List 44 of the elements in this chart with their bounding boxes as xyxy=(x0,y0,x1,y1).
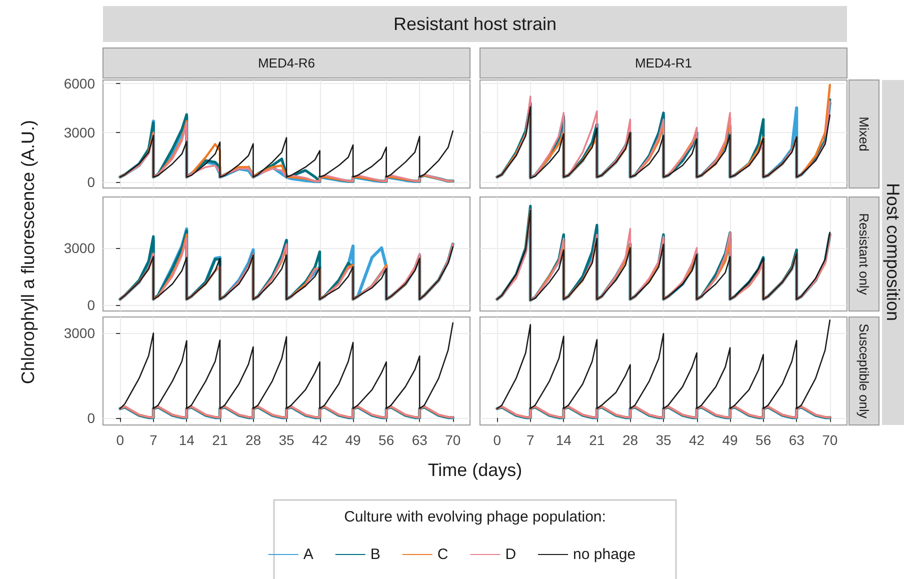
legend-label: B xyxy=(370,546,380,563)
legend-label: no phage xyxy=(573,546,636,563)
x-tick-label: 42 xyxy=(312,432,328,448)
x-tick-label: 7 xyxy=(526,432,534,448)
x-tick-label: 14 xyxy=(178,432,195,448)
y-tick-label: 6000 xyxy=(64,75,96,92)
y-tick-label: 3000 xyxy=(64,240,96,256)
legend-label: C xyxy=(437,546,448,563)
x-tick-label: 14 xyxy=(556,432,572,448)
x-tick-label: 0 xyxy=(116,432,124,448)
x-tick-label: 21 xyxy=(589,432,605,448)
x-tick-label: 21 xyxy=(212,432,228,448)
y2-axis-title: Resistant only xyxy=(856,213,872,296)
chart-title: MED4-R6 xyxy=(258,56,316,70)
legend-label: D xyxy=(505,546,516,563)
x-tick-label: 35 xyxy=(278,432,294,448)
x-tick-label: 28 xyxy=(245,432,262,448)
legend-label: A xyxy=(303,546,314,563)
y-tick-label: 0 xyxy=(87,174,96,190)
x-tick-label: 70 xyxy=(445,432,461,448)
y-tick-label: 3000 xyxy=(64,124,96,141)
y-tick-label: 3000 xyxy=(64,325,96,342)
y-tick-label: 0 xyxy=(87,410,96,426)
y2-axis-title: Mixed xyxy=(856,116,872,152)
x-tick-label: 35 xyxy=(656,432,672,448)
text: Chlorophyll a fluorescence (A.U.) xyxy=(18,120,38,384)
x-tick-label: 56 xyxy=(756,432,772,448)
x-tick-label: 49 xyxy=(345,432,362,448)
x-tick-label: 63 xyxy=(788,432,805,448)
chart-title: MED4-R1 xyxy=(634,56,692,70)
text: Time (days) xyxy=(428,460,522,480)
x-tick-label: 49 xyxy=(722,432,738,448)
y-tick-label: 0 xyxy=(87,296,96,313)
x-tick-label: 42 xyxy=(688,432,705,448)
legend-title: Culture with evolving phage population: xyxy=(344,508,606,526)
text: Host composition xyxy=(883,182,903,322)
y2-axis-title: Susceptible only xyxy=(856,324,872,419)
x-tick-label: 70 xyxy=(822,432,838,448)
x-tick-label: 56 xyxy=(378,432,394,448)
x-tick-label: 7 xyxy=(149,432,158,448)
x-tick-label: 63 xyxy=(412,432,428,448)
x-tick-label: 0 xyxy=(493,432,502,448)
text: Resistant host strain xyxy=(393,14,557,34)
x-tick-label: 28 xyxy=(622,432,638,448)
